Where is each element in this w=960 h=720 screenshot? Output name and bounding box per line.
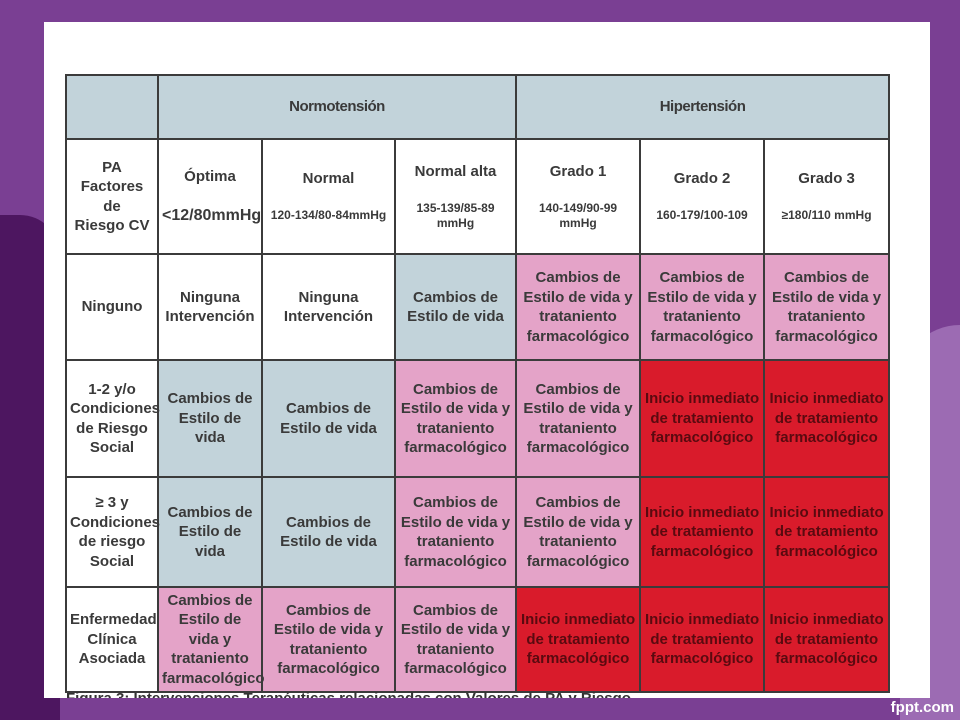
table-cell: Cambios de Estilo de vida bbox=[393, 253, 518, 362]
table-cell: Cambios de Estilo de vida y trataniento … bbox=[515, 253, 642, 362]
table-cell: Cambios de Estilo de vida y trataniento … bbox=[515, 476, 642, 589]
category-grado-2: Grado 2 160-179/100-109 bbox=[639, 137, 766, 256]
table-cell: Cambios de Estilo de vida y trataniento … bbox=[157, 586, 265, 694]
table-row-ninguno: Ninguno Ninguna Intervención Ninguna Int… bbox=[65, 253, 891, 362]
category-title: Grado 3 bbox=[798, 170, 855, 188]
table-row-1-2-condiciones: 1-2 y/o Condiciones de Riesgo Social Cam… bbox=[65, 359, 891, 479]
table-cell: Inicio inmediato de tratamiento farmacol… bbox=[639, 586, 766, 694]
table-cell: Cambios de Estilo de vida y trataniento … bbox=[393, 586, 518, 694]
table-cell: Inicio inmediato de tratamiento farmacol… bbox=[639, 359, 766, 479]
slide-content: Normotensión Hipertensión PA Factores de… bbox=[44, 22, 930, 698]
category-title: Grado 1 bbox=[549, 162, 607, 180]
group-header-row: Normotensión Hipertensión bbox=[65, 74, 891, 140]
table-cell: Inicio inmediato de tratamiento farmacol… bbox=[763, 476, 891, 589]
row-label: ≥ 3 y Condiciones de riesgo Social bbox=[65, 476, 160, 589]
category-range: 160-179/100-109 bbox=[656, 208, 748, 223]
category-range: ≥180/110 mmHg bbox=[781, 208, 872, 223]
category-grado-1: Grado 1 140-149/90-99 mmHg bbox=[515, 137, 642, 256]
category-title: Normal bbox=[302, 170, 355, 188]
table-cell: Cambios de Estilo de vida y trataniento … bbox=[261, 586, 396, 694]
table-cell: Cambios de Estilo de vida bbox=[261, 359, 396, 479]
hipertension-header: Hipertensión bbox=[515, 74, 891, 140]
row-label: Ninguno bbox=[65, 253, 159, 362]
category-grado-3: Grado 3 ≥180/110 mmHg bbox=[763, 137, 891, 256]
table-cell: Inicio inmediato de tratamiento farmacol… bbox=[515, 586, 642, 694]
header-blank-cell bbox=[65, 74, 159, 140]
table-cell: Inicio inmediato de tratamiento farmacol… bbox=[639, 476, 766, 589]
category-range: <12/80mmHg bbox=[162, 206, 262, 224]
table-cell: Cambios de Estilo de vida y trataniento … bbox=[639, 253, 766, 362]
table-cell: Cambios de Estilo de vida bbox=[261, 476, 396, 589]
category-range: 140-149/90-99 mmHg bbox=[538, 200, 618, 231]
row-label: Enfermedad Clínica Asociada bbox=[65, 586, 159, 694]
table-cell: Cambios de Estilo de vida y trataniento … bbox=[393, 476, 518, 589]
risk-intervention-table: Normotensión Hipertensión PA Factores de… bbox=[65, 74, 891, 694]
table-cell: Inicio inmediato de tratamiento farmacol… bbox=[763, 359, 891, 479]
normotension-header: Normotensión bbox=[156, 74, 518, 140]
table-cell: Cambios de Estilo de vida y trataniento … bbox=[393, 359, 518, 479]
table-cell: Cambios de Estilo de vida bbox=[157, 359, 263, 479]
table-row-3-condiciones: ≥ 3 y Condiciones de riesgo Social Cambi… bbox=[65, 476, 891, 589]
brand-watermark: fppt.com bbox=[890, 699, 954, 716]
category-normal-alta: Normal alta 135-139/85-89 mmHg bbox=[393, 137, 518, 256]
figure-caption: Figura 3: Intervenciones Terapéuticas re… bbox=[66, 688, 866, 698]
row-label: 1-2 y/o Condiciones de Riesgo Social bbox=[65, 359, 160, 479]
table-row-enfermedad-clinica: Enfermedad Clínica Asociada Cambios de E… bbox=[65, 586, 891, 694]
category-normal: Normal 120-134/80-84mmHg bbox=[261, 137, 396, 256]
table-cell: Cambios de Estilo de vida bbox=[157, 476, 263, 589]
table-cell: Cambios de Estilo de vida y trataniento … bbox=[515, 359, 642, 479]
category-title: Normal alta bbox=[414, 162, 497, 180]
category-header-row: PA Factores de Riesgo CV Óptima <12/80mm… bbox=[65, 137, 891, 256]
table-cell: Inicio inmediato de tratamiento farmacol… bbox=[763, 586, 891, 694]
table-cell: Ninguna Intervención bbox=[261, 253, 396, 362]
category-title: Grado 2 bbox=[673, 170, 731, 188]
table-cell: Ninguna Intervención bbox=[157, 253, 263, 362]
category-range: 135-139/85-89 mmHg bbox=[416, 200, 495, 231]
category-range: 120-134/80-84mmHg bbox=[270, 208, 387, 223]
category-optima: Óptima <12/80mmHg bbox=[157, 137, 263, 256]
table-cell: Cambios de Estilo de vida y trataniento … bbox=[763, 253, 891, 362]
category-title: Óptima bbox=[184, 167, 236, 185]
corner-label: PA Factores de Riesgo CV bbox=[65, 137, 159, 256]
